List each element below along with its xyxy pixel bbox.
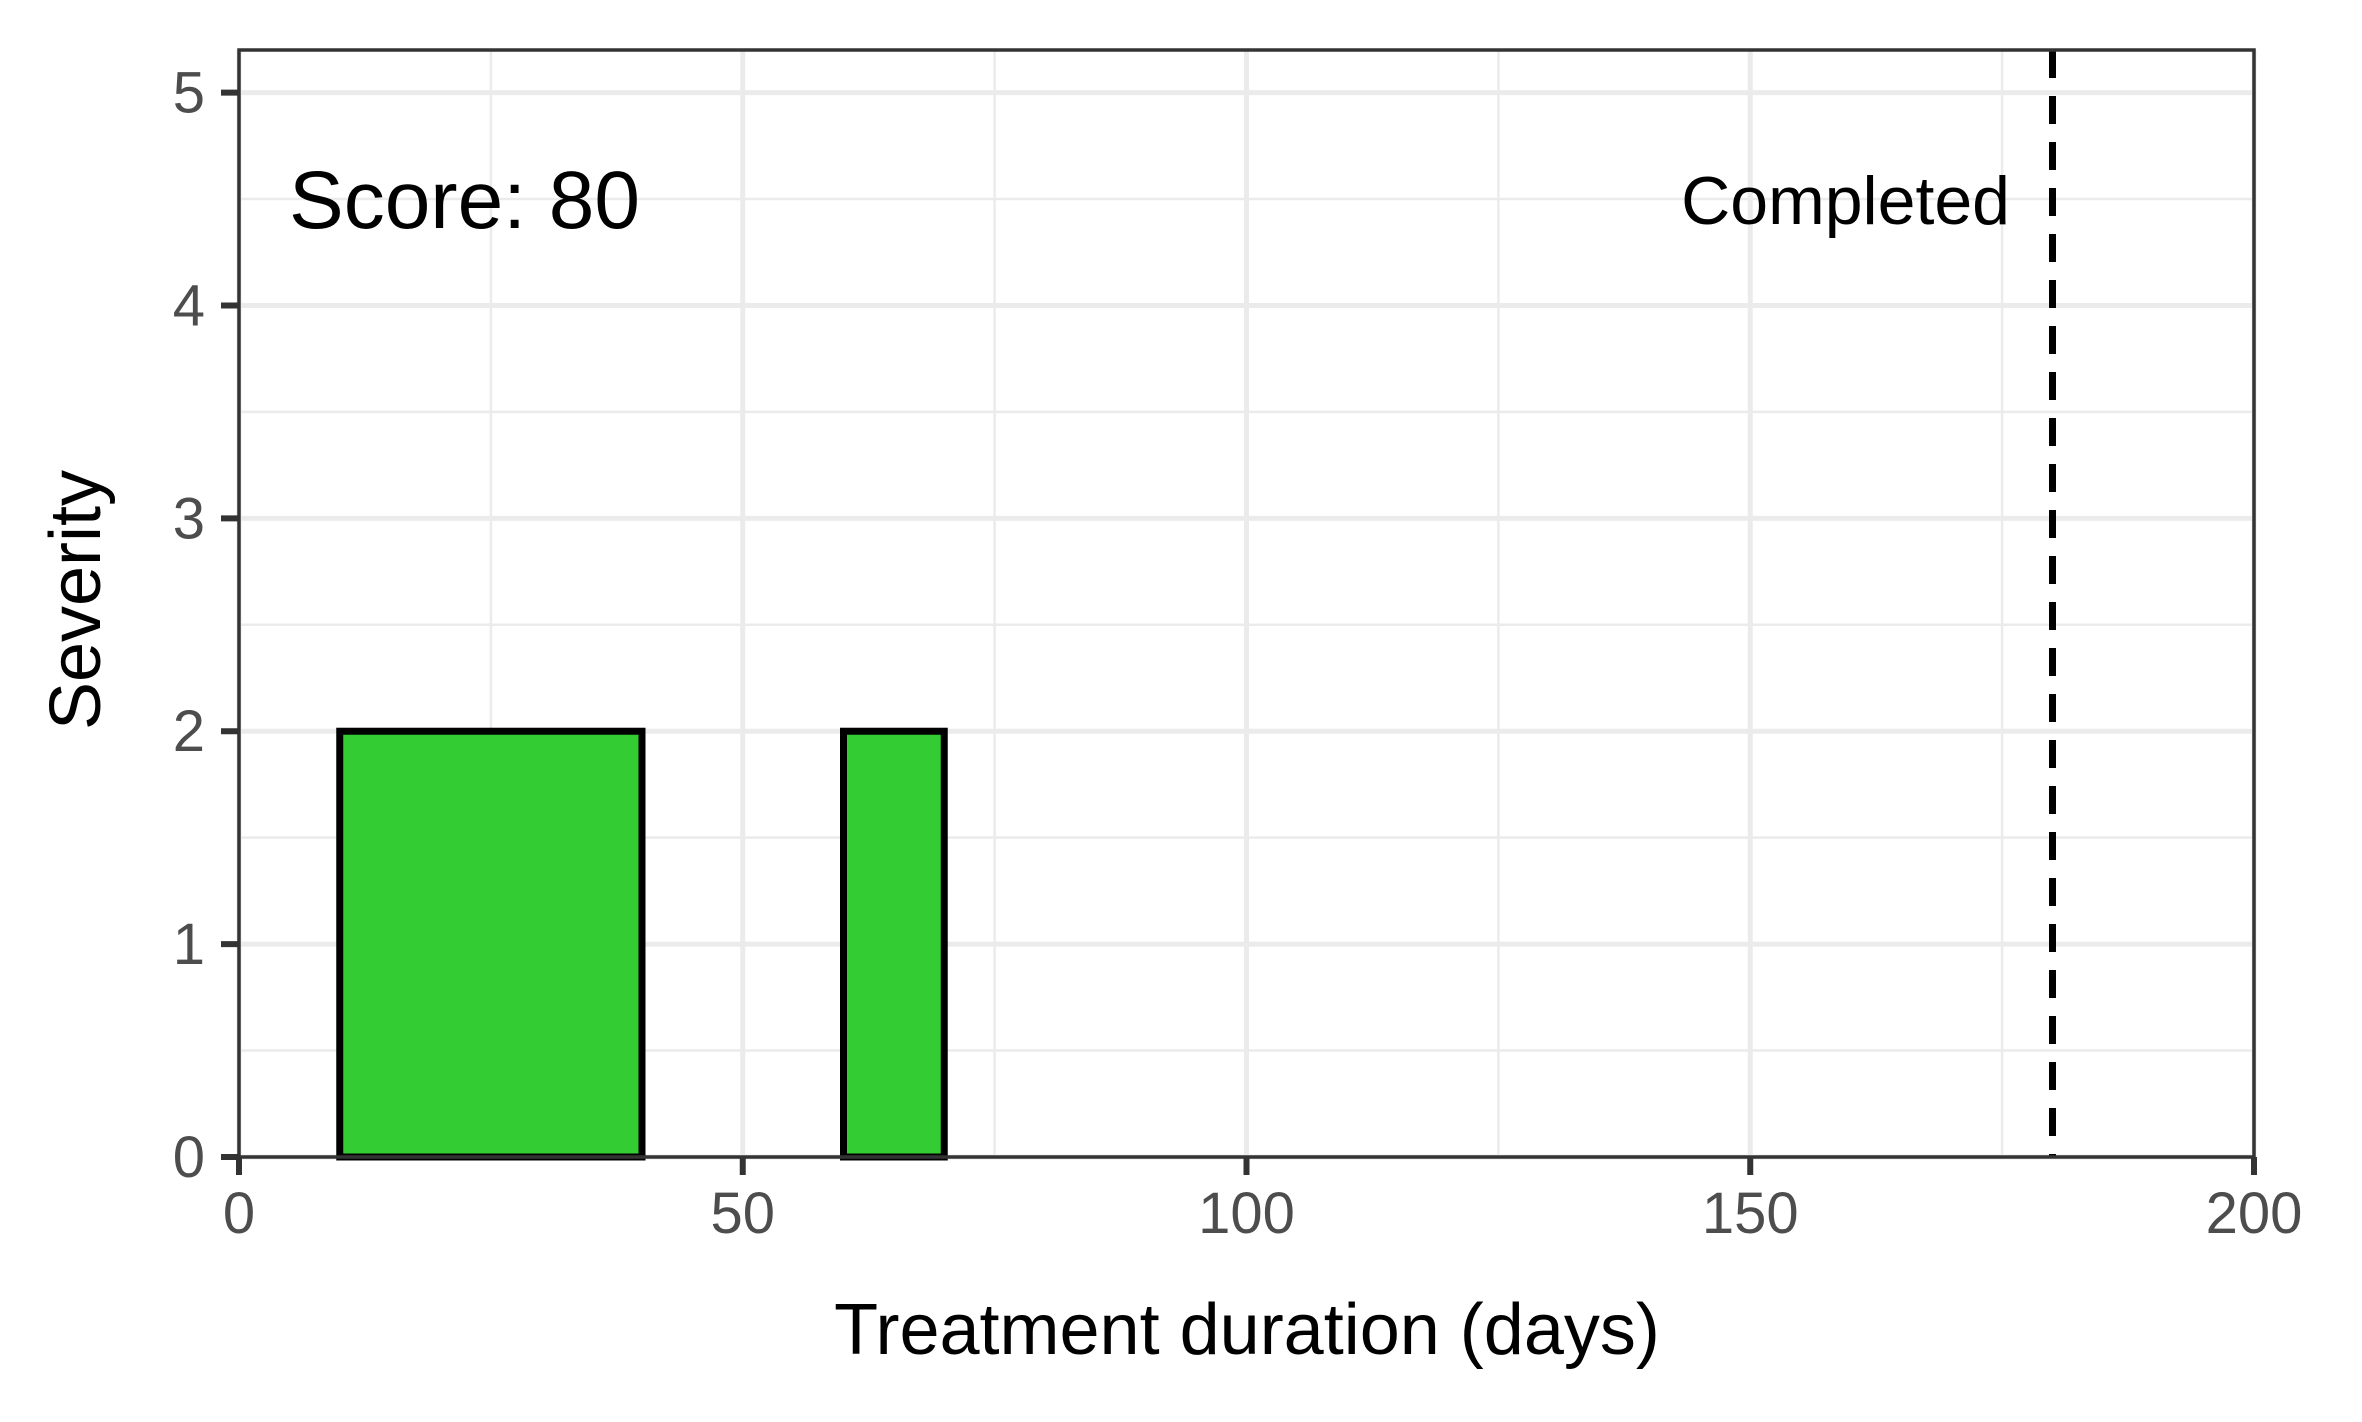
annotation-layer: Score: 80 Completed — [289, 155, 2010, 246]
severity-bar — [336, 727, 646, 1161]
bar-layer — [336, 727, 948, 1161]
score-annotation: Score: 80 — [289, 155, 640, 246]
x-axis-title: Treatment duration (days) — [834, 1290, 1660, 1370]
y-tick-label: 4 — [173, 273, 205, 338]
tick-layer: 0 50 100 150 200 0 1 2 3 4 5 — [173, 61, 2303, 1246]
x-tick-label: 150 — [1702, 1181, 1799, 1246]
x-tick-label: 50 — [710, 1181, 775, 1246]
severity-bar — [840, 727, 948, 1161]
y-tick-label: 2 — [173, 699, 205, 764]
x-tick-label: 200 — [2206, 1181, 2303, 1246]
y-tick-label: 0 — [173, 1125, 205, 1190]
y-axis-title: Severity — [36, 470, 116, 730]
y-tick-label: 3 — [173, 486, 205, 551]
completed-label: Completed — [1681, 163, 2010, 239]
x-tick-label: 100 — [1198, 1181, 1295, 1246]
y-tick-label: 1 — [173, 912, 205, 977]
y-tick-label: 5 — [173, 61, 205, 126]
x-tick-label: 0 — [223, 1181, 255, 1246]
